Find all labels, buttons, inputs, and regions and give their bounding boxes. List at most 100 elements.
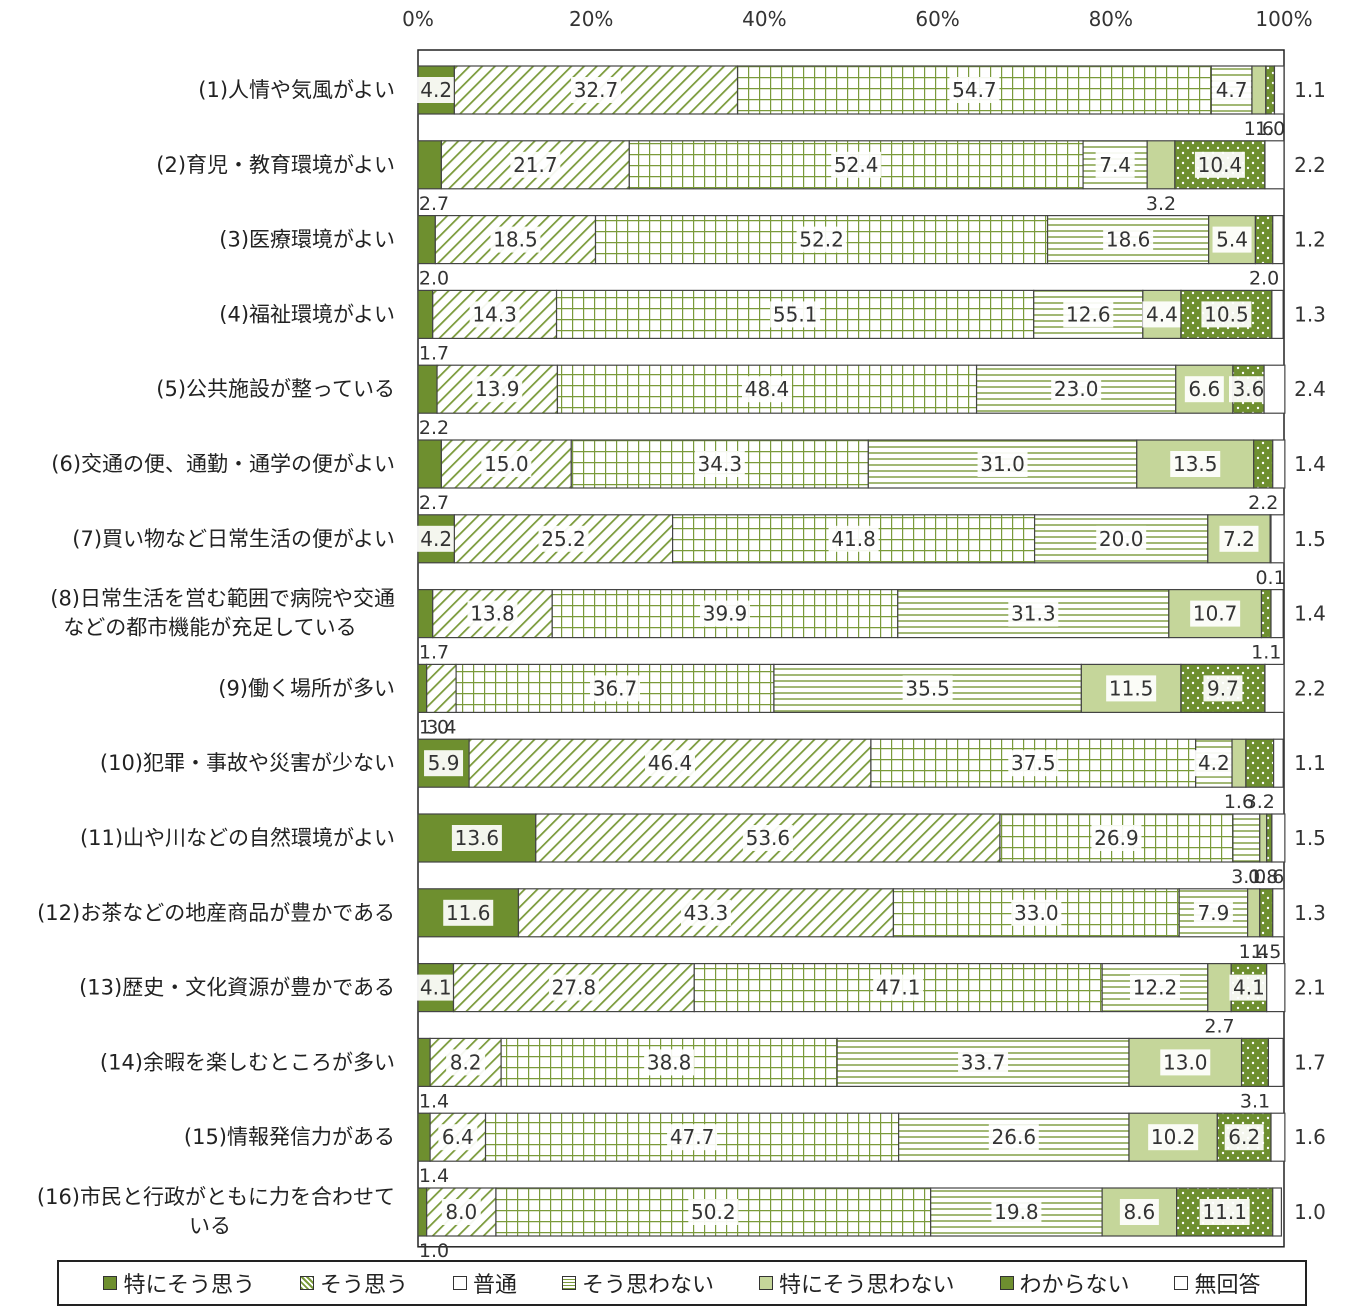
data-label: 13.0 [1163,1050,1208,1074]
bar-segment [417,588,434,639]
data-label: 18.6 [1106,228,1151,252]
bar-segment [1253,439,1274,489]
outside-low-label: 1.4 [1239,941,1269,963]
category-label: (12)お茶などの地産商品が豊かである [37,901,395,925]
outside-start-label: 1.7 [419,642,449,664]
bar-segment [1272,888,1285,938]
outside-end-label: 3.1 [1240,1090,1270,1112]
x-tick-label: 0% [402,7,434,31]
legend-label: 普通 [473,1273,518,1298]
bar-segment [1266,962,1286,1013]
bar-segment [417,1112,431,1162]
data-label: 47.1 [876,976,921,1000]
data-label: 2.4 [1294,377,1326,401]
data-label: 4.1 [1233,976,1265,1000]
data-label: 4.1 [420,976,452,1000]
data-label: 26.9 [1094,826,1139,850]
category-label: (15)情報発信力がある [184,1125,395,1149]
legend-item: 普通 [453,1267,517,1299]
bar-segment [1259,888,1274,938]
legend-swatch [103,1276,118,1290]
outside-low-label: 3.1 [1231,866,1261,888]
bar-segment [1271,813,1286,863]
data-label: 53.6 [746,826,791,850]
data-label: 25.2 [541,527,586,551]
bar-segment [1265,65,1276,115]
outside-start-label: 1.0 [419,1240,449,1262]
data-label: 1.4 [1294,602,1326,626]
legend-label: 特にそう思わない [778,1273,955,1298]
outside-low-label: 0.8 [1248,866,1278,888]
category-label: (3)医療環境がよい [219,228,395,252]
legend-swatch [999,1276,1014,1290]
data-label: 54.7 [952,78,997,102]
data-label: 37.5 [1011,751,1056,775]
bar-segment [1207,962,1232,1013]
outside-low-label: 3.4 [426,716,456,738]
data-label: 4.4 [1146,302,1178,326]
data-label: 7.4 [1099,153,1131,177]
data-label: 32.7 [574,78,619,102]
legend-label: わからない [1019,1273,1130,1298]
data-label: 11.1 [1202,1200,1247,1224]
data-label: 5.9 [428,751,460,775]
category-label: (8)日常生活を営む範囲で病院や交通などの都市機能が充足している [50,587,395,640]
data-label: 34.3 [698,452,743,476]
outside-low-label: 1.6 [1224,791,1254,813]
data-label: 4.7 [1216,78,1248,102]
bar-segment [870,738,1197,788]
outside-end-label: 2.0 [1249,268,1279,290]
bar-segment [1270,1112,1286,1162]
bar-segment [417,289,434,339]
x-tick-label: 40% [742,7,786,31]
data-label: 1.1 [1294,78,1326,102]
data-label: 20.0 [1099,527,1144,551]
legend-item: 特にそう思わない [758,1267,955,1299]
bar-segment [1271,289,1284,339]
bar-segment [1232,813,1261,863]
category-label: (14)余暇を楽しむところが多い [100,1050,395,1074]
x-tick-label: 80% [1089,7,1133,31]
data-label: 52.2 [799,228,844,252]
data-label: 10.2 [1151,1125,1196,1149]
data-label: 2.2 [1294,153,1326,177]
outside-end-label: 0.6 [1254,866,1284,888]
data-label: 27.8 [552,976,597,1000]
data-label: 31.0 [980,452,1025,476]
bar-segment [1245,738,1275,788]
data-label: 31.3 [1011,602,1056,626]
outside-low-label: 1.6 [1244,118,1274,140]
bar-segment [1260,588,1272,639]
legend-item: そう思わない [561,1267,714,1299]
bar-segment [1251,65,1267,115]
category-label: (11)山や川などの自然環境がよい [80,826,395,850]
legend-item: 特にそう思う [103,1267,255,1299]
bar-segment [1207,514,1271,564]
outside-start-label: 1.4 [419,1165,449,1187]
data-label: 4.2 [1198,751,1230,775]
data-label: 38.8 [647,1050,692,1074]
data-label: 4.2 [420,527,452,551]
legend-item: 無回答 [1174,1267,1261,1299]
legend-label: 特にそう思う [123,1273,256,1298]
bar-segment [1270,588,1284,639]
data-label: 23.0 [1054,377,1099,401]
data-label: 33.7 [961,1050,1006,1074]
bar-segment [1266,813,1273,863]
data-label: 1.3 [1294,901,1326,925]
data-label: 14.3 [472,302,517,326]
legend-swatch [300,1276,315,1290]
category-label: (7)買い物など日常生活の便がよい [72,527,395,551]
data-label: 9.7 [1207,676,1239,700]
data-label: 55.1 [773,302,818,326]
data-label: 1.3 [1294,302,1326,326]
data-label: 13.6 [455,826,500,850]
data-label: 12.6 [1066,302,1111,326]
outside-start-label: 1.7 [419,342,449,364]
bar-segment [1272,1187,1283,1237]
bar-segment [417,1187,428,1237]
data-label: 39.9 [703,602,748,626]
category-label: (1)人情や気風がよい [198,78,395,102]
